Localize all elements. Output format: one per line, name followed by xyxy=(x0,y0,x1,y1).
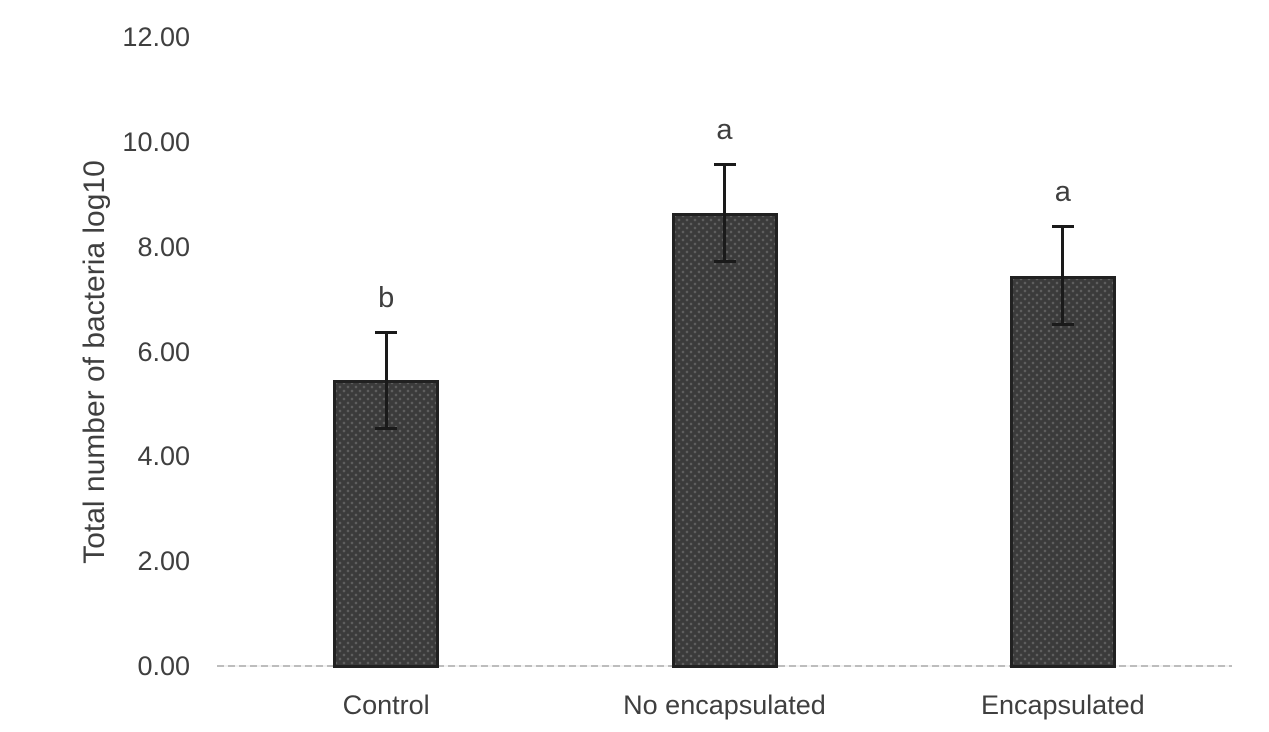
x-axis-label-no-encapsulated: No encapsulated xyxy=(623,690,826,720)
error-cap-bottom-no-encapsulated xyxy=(713,259,736,263)
x-axis-label-encapsulated: Encapsulated xyxy=(981,690,1145,720)
error-cap-bottom-control xyxy=(375,427,398,431)
error-cap-top-encapsulated xyxy=(1051,224,1074,228)
y-tick-label: 12.00 xyxy=(122,22,190,53)
error-cap-bottom-encapsulated xyxy=(1051,323,1074,327)
significance-letter-no-encapsulated: a xyxy=(716,113,733,146)
y-tick-label: 8.00 xyxy=(137,231,190,262)
error-bar-no-encapsulated xyxy=(723,162,726,263)
bar-encapsulated xyxy=(1009,275,1116,668)
y-tick-label: 4.00 xyxy=(137,441,190,472)
bar-control xyxy=(333,380,440,668)
error-bar-encapsulated xyxy=(1061,224,1065,327)
error-bar-control xyxy=(384,330,388,431)
error-cap-top-no-encapsulated xyxy=(713,162,736,166)
significance-letter-encapsulated: a xyxy=(1054,175,1071,208)
y-tick-label: 0.00 xyxy=(137,651,190,681)
x-axis-label-control: Control xyxy=(342,690,430,720)
significance-letter-control: b xyxy=(378,281,395,314)
y-tick-label: 2.00 xyxy=(137,546,190,577)
y-tick-label: 10.00 xyxy=(122,127,190,157)
bar-no-encapsulated xyxy=(671,212,778,668)
y-tick-label: 6.00 xyxy=(137,336,190,367)
error-cap-top-control xyxy=(375,330,398,334)
